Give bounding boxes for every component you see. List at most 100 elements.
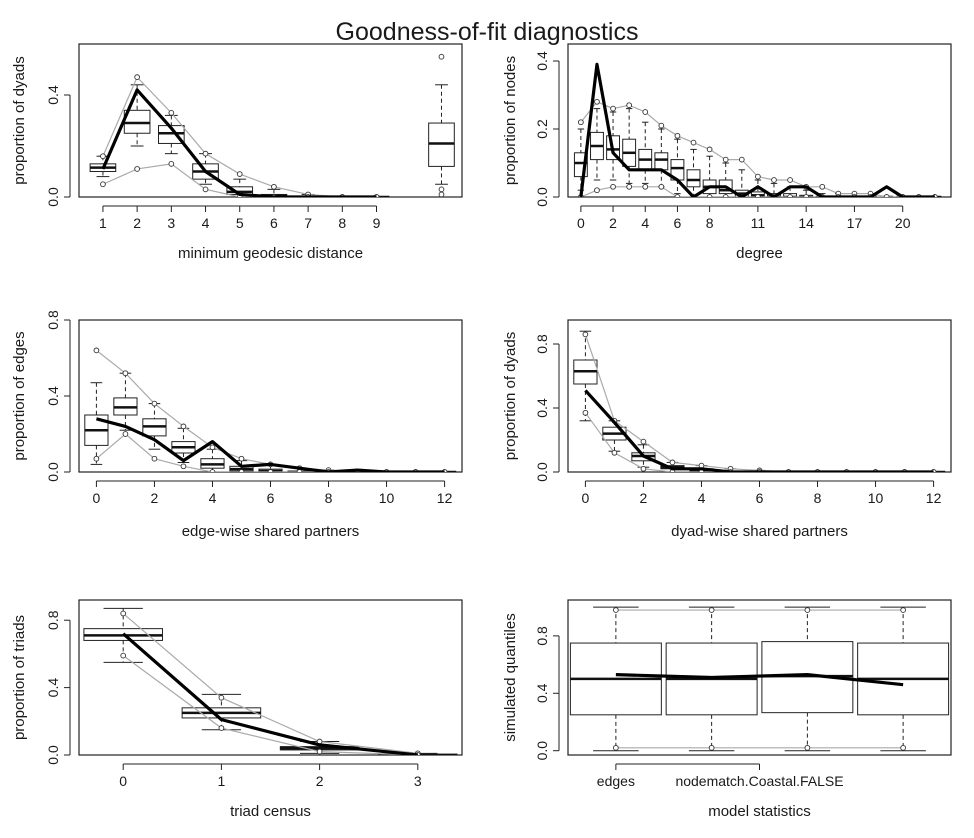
outlier-point [438, 186, 445, 193]
bounds-lower-point [803, 194, 810, 197]
x-tick-label: 10 [379, 490, 395, 506]
bounds-lower-point [134, 166, 140, 172]
y-tick-label: 0.0 [534, 187, 550, 207]
y-tick-label: 0.8 [534, 626, 550, 646]
box-0 [573, 330, 598, 422]
bounds-upper-point [626, 102, 633, 109]
observed-line [101, 88, 377, 197]
bounds-lower-point [122, 431, 129, 437]
bounds-lower-point [316, 748, 323, 755]
panel-degree: degree proportion of nodes 0.0 0.2 0.4 0 2 4 6 8 1… [502, 43, 952, 262]
bounds-lower-point [640, 465, 647, 472]
x-tick-label: 8 [706, 215, 714, 231]
x-tick-label: 0 [119, 773, 127, 789]
x-axis-label: degree [736, 245, 783, 262]
bounds-upper-point [706, 146, 713, 153]
x-axis-label: dyad-wise shared partners [671, 523, 848, 540]
y-tick-label: 0.0 [45, 187, 61, 207]
x-tick-label: 10 [868, 490, 884, 506]
bounds-lower-point [900, 744, 906, 751]
x-tick-label: 1 [217, 773, 225, 789]
y-axis-label: proportion of dyads [11, 56, 28, 184]
bounds-lower-point [804, 744, 811, 751]
plot-frame [567, 599, 952, 756]
y-axis-label: proportion of triads [11, 615, 28, 740]
x-tick-label: 8 [325, 490, 333, 506]
y-axis-label: proportion of edges [11, 331, 28, 460]
bounds-lower-point [613, 744, 619, 751]
y-tick-label: 0.4 [534, 51, 550, 71]
y-tick-label: 0.8 [45, 610, 61, 630]
bounds-upper-point [900, 607, 906, 613]
box-1 [123, 84, 151, 147]
bounds-upper-point [787, 177, 793, 183]
x-tick-label: 20 [895, 215, 911, 231]
x-tick-label: 4 [698, 490, 706, 506]
observed-line [122, 632, 418, 755]
bounds-lower-point [168, 161, 175, 167]
box-1 [181, 693, 262, 731]
plot-frame [78, 319, 463, 473]
x-tick-label: 17 [847, 215, 863, 231]
bounds-lower-point [708, 744, 715, 751]
bounds-lower-point [722, 194, 729, 197]
box-7 [686, 148, 701, 197]
bounds-upper-point [771, 177, 777, 183]
bounds-upper-point [168, 109, 175, 116]
x-tick-label: 0 [582, 490, 590, 506]
box-iqr [428, 122, 455, 167]
plot-content [573, 330, 946, 472]
bounds-upper-point [582, 331, 589, 338]
plot-content [84, 347, 457, 472]
plot-frame [78, 599, 463, 756]
bounds-lower-point [594, 187, 600, 194]
y-axis: 0.0 0.4 0.8 [45, 310, 71, 482]
bounds-upper-point [93, 347, 100, 354]
bounds-upper-point [738, 156, 745, 163]
bounds-lower-point [582, 409, 589, 416]
outlier-point [438, 191, 445, 197]
x-tick-label: 5 [236, 215, 244, 231]
x-tick-label: 3 [414, 773, 422, 789]
bounds-lower-point [93, 455, 100, 462]
box-2 [158, 114, 185, 155]
bounds-lower-point [883, 194, 890, 197]
x-axis-label: edge-wise shared partners [182, 523, 360, 540]
panel-minimum-geodesic-distance: minimum geodesic distance proportion of d… [11, 43, 463, 262]
bounds-lower-point [209, 469, 216, 472]
box-1 [602, 420, 627, 452]
bounds-upper-point [180, 423, 187, 430]
bounds-lower-point [787, 194, 793, 197]
plot-content [89, 53, 455, 197]
bounds-lower-line [122, 655, 418, 755]
bounds-upper-point [722, 156, 729, 163]
observed-line [615, 673, 904, 687]
x-tick-label: 0 [93, 490, 101, 506]
bounds-lower-point [218, 725, 225, 731]
bounds-upper-point [690, 139, 697, 146]
observed-line [579, 62, 935, 197]
x-tick-label: 6 [756, 490, 764, 506]
x-axis-label: model statistics [708, 803, 811, 820]
bounds-upper-point [209, 444, 216, 451]
bounds-upper-point [804, 607, 811, 613]
bounds-lower-point [642, 183, 649, 190]
box-0 [569, 606, 662, 752]
bounds-lower-point [706, 194, 713, 197]
x-tick-label: 6 [267, 490, 275, 506]
bounds-lower-point [755, 194, 761, 197]
y-axis: 0.0 0.4 0.8 [534, 626, 560, 760]
bounds-upper-point [578, 119, 584, 126]
box-0 [84, 382, 109, 465]
box-9 [428, 84, 455, 185]
x-axis: 0 2 4 6 8 10 12 [93, 480, 453, 506]
y-axis-label: proportion of nodes [502, 56, 519, 185]
x-axis: 0 2 4 6 8 11 14 17 20 [577, 205, 911, 231]
x-tick-label: 0 [577, 215, 585, 231]
box-4 [200, 448, 225, 472]
plot-frame [567, 319, 952, 473]
box-iqr [654, 152, 669, 171]
x-axis: edges nodematch.Coastal.FALSE [597, 763, 844, 789]
x-tick-label: 2 [609, 215, 617, 231]
main-title: Goodness-of-fit diagnostics [336, 18, 639, 46]
